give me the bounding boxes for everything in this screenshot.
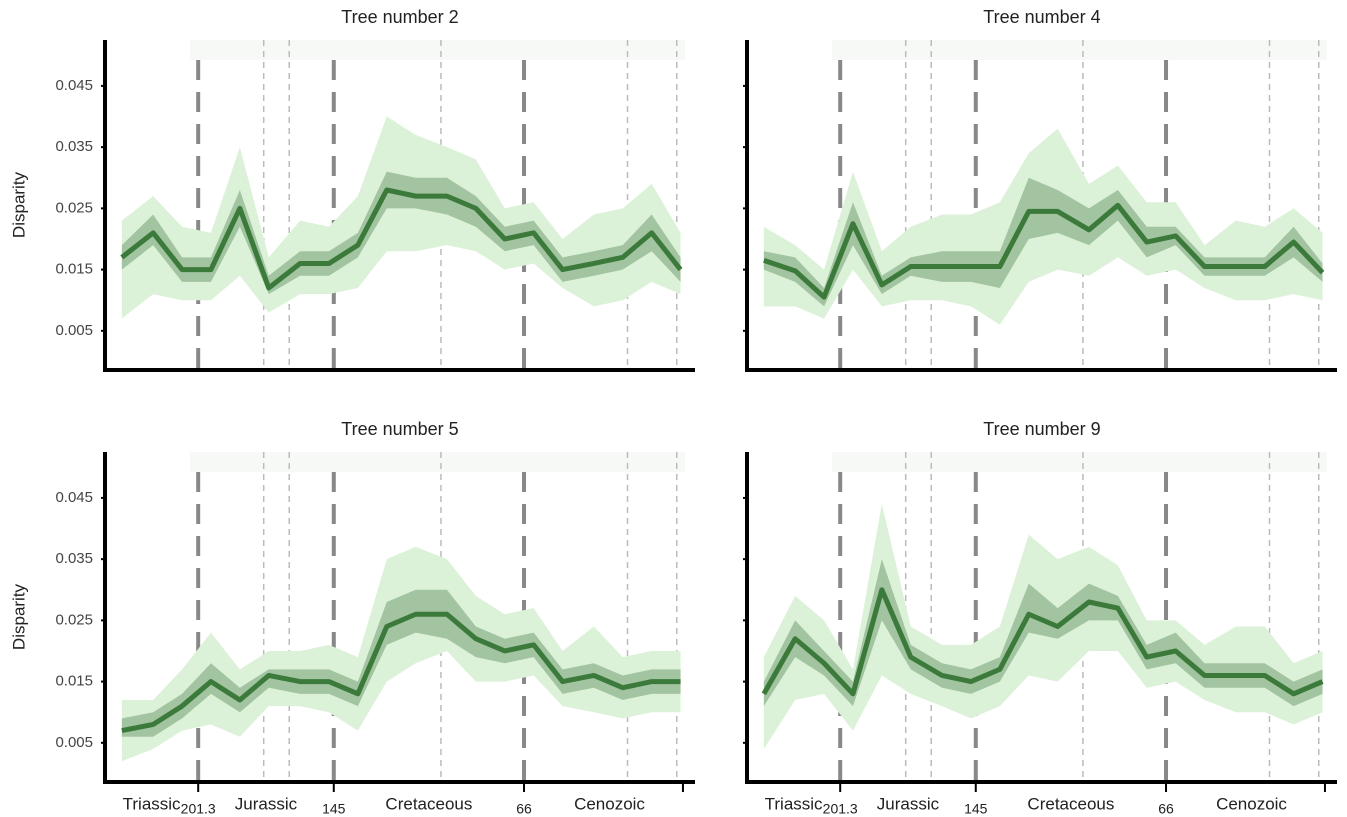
y-tick-label: 0.025 [55, 611, 93, 628]
inner-interval [763, 559, 1323, 707]
y-tick-label: 0.025 [55, 199, 93, 216]
period-label: Cenozoic [1216, 794, 1287, 813]
background [190, 40, 685, 60]
background [832, 40, 1327, 60]
period-label: Triassic [765, 794, 823, 813]
y-tick-label: 0.045 [55, 77, 93, 94]
y-tick-label: 0.035 [55, 550, 93, 567]
panel-title: Tree number 5 [341, 419, 458, 439]
panel-title: Tree number 9 [983, 419, 1100, 439]
period-label: Jurassic [877, 794, 940, 813]
median-line [121, 611, 681, 734]
y-axis-label: Disparity [9, 171, 28, 238]
y-axis-label: Disparity [9, 583, 28, 650]
median-line [120, 187, 683, 291]
panel-title: Tree number 2 [341, 7, 458, 27]
x-tick-label: 66 [516, 801, 532, 817]
median-line [763, 202, 1325, 300]
background [832, 452, 1327, 472]
x-tick-label: 66 [1158, 801, 1174, 817]
median-line [761, 587, 1324, 697]
outer-interval [121, 546, 681, 762]
panel-title: Tree number 4 [983, 7, 1100, 27]
y-tick-label: 0.015 [55, 261, 93, 278]
y-tick-label: 0.005 [55, 322, 93, 339]
period-label: Jurassic [235, 794, 298, 813]
period-label: Cretaceous [385, 794, 472, 813]
x-tick-label: 201.3 [823, 801, 858, 817]
x-tick-label: 145 [964, 801, 988, 817]
x-tick-label: 145 [322, 801, 346, 817]
y-tick-label: 0.045 [55, 489, 93, 506]
outer-interval [121, 116, 681, 319]
y-tick-label: 0.035 [55, 138, 93, 155]
x-tick-label: 201.3 [181, 801, 216, 817]
period-label: Cenozoic [574, 794, 645, 813]
background [190, 452, 685, 472]
period-label: Triassic [123, 794, 181, 813]
y-tick-label: 0.005 [55, 734, 93, 751]
inner-interval [763, 177, 1323, 307]
period-label: Cretaceous [1027, 794, 1114, 813]
y-tick-label: 0.015 [55, 673, 93, 690]
